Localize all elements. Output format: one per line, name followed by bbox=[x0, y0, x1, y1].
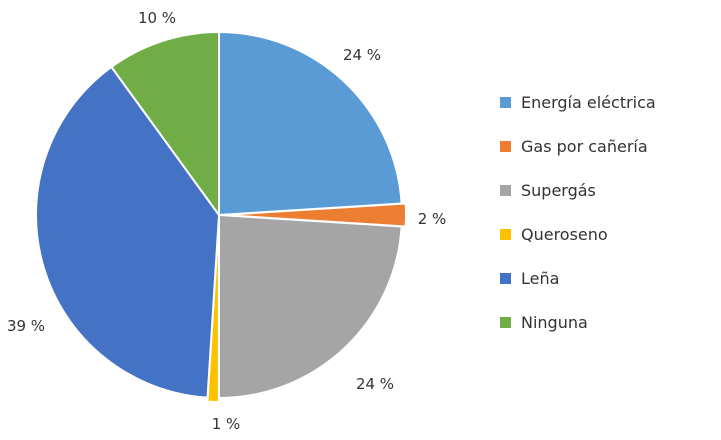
data-label-2: 24 % bbox=[356, 375, 394, 393]
legend-label: Queroseno bbox=[521, 224, 608, 244]
data-label-4: 39 % bbox=[7, 317, 45, 335]
data-label-3: 1 % bbox=[212, 415, 241, 433]
data-label-0: 24 % bbox=[343, 46, 381, 64]
legend-swatch bbox=[500, 272, 511, 284]
legend-label: Supergás bbox=[521, 180, 596, 200]
pie-slice-5 bbox=[110, 30, 220, 219]
legend-label: Leña bbox=[521, 268, 560, 288]
legend-label: Ninguna bbox=[521, 312, 588, 332]
pie-slices bbox=[35, 30, 408, 403]
legend-item-5: Ninguna bbox=[500, 300, 656, 344]
legend-swatch bbox=[500, 184, 511, 196]
legend-swatch bbox=[500, 316, 511, 328]
legend-label: Gas por cañería bbox=[521, 136, 648, 156]
pie-slice-2 bbox=[218, 213, 403, 400]
legend-item-0: Energía eléctrica bbox=[500, 80, 656, 124]
data-labels: 24 % 2 % 24 % 1 % 39 % 10 % bbox=[7, 9, 446, 433]
legend: Energía eléctrica Gas por cañería Supergás… bbox=[500, 80, 656, 344]
legend-swatch bbox=[500, 140, 511, 152]
legend-swatch bbox=[500, 228, 511, 240]
legend-item-4: Leña bbox=[500, 256, 656, 300]
data-label-1: 2 % bbox=[418, 210, 447, 228]
legend-item-1: Gas por cañería bbox=[500, 124, 656, 168]
legend-item-3: Queroseno bbox=[500, 212, 656, 256]
pie-slice-0 bbox=[218, 30, 403, 217]
pie-slice-4 bbox=[35, 65, 221, 399]
data-label-5: 10 % bbox=[138, 9, 176, 27]
legend-item-2: Supergás bbox=[500, 168, 656, 212]
legend-swatch bbox=[500, 96, 511, 108]
legend-label: Energía eléctrica bbox=[521, 92, 656, 112]
pie-slice-1 bbox=[222, 202, 408, 228]
